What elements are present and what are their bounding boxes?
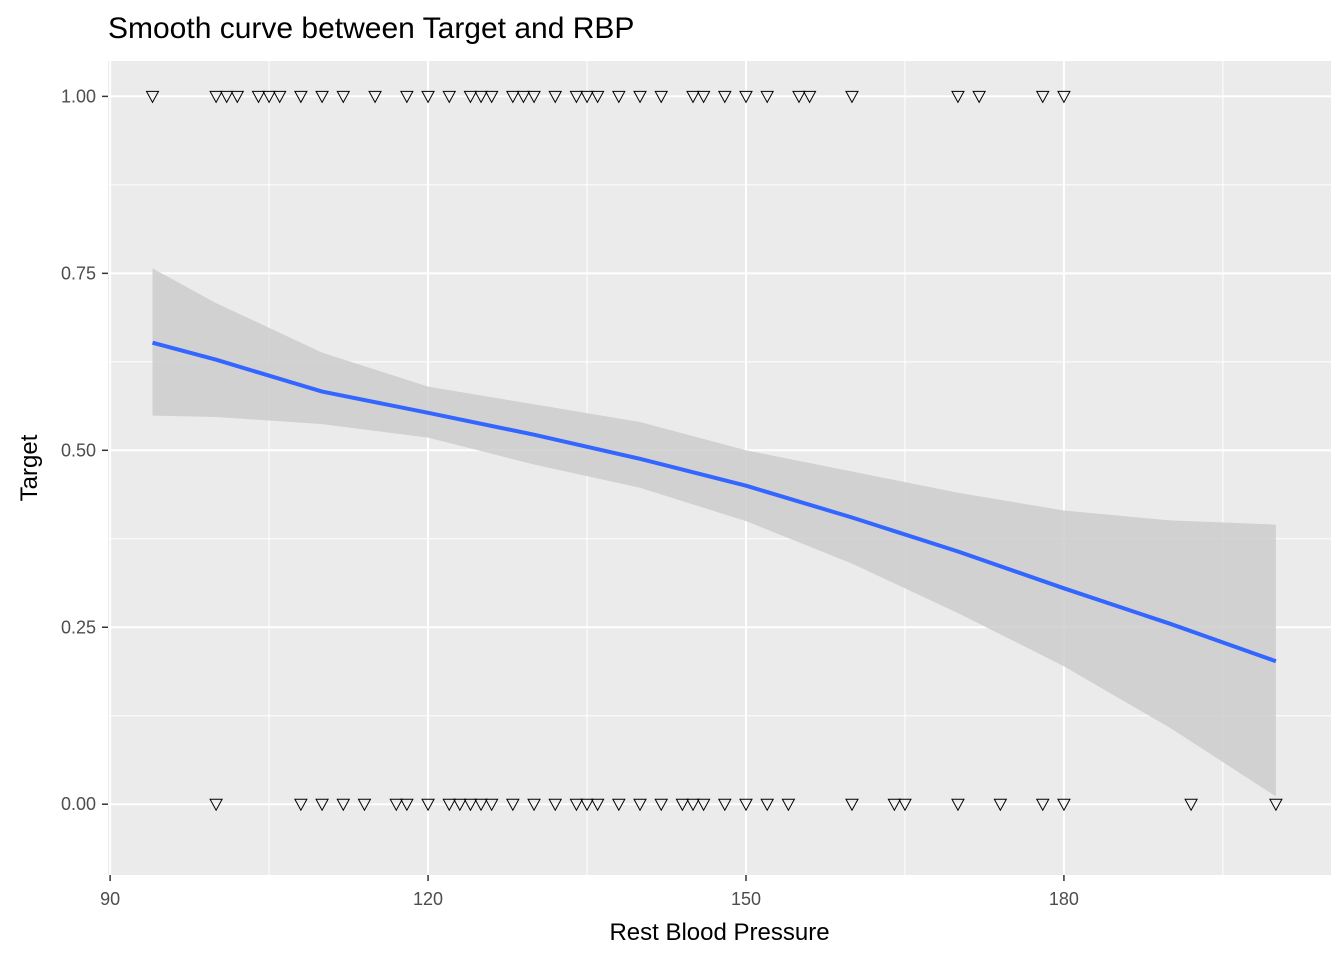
data-point <box>336 90 351 104</box>
data-point <box>760 798 775 812</box>
data-point <box>527 90 541 104</box>
x-tick-label: 90 <box>100 889 120 909</box>
data-point <box>792 90 806 104</box>
data-point <box>951 798 965 812</box>
data-point <box>145 90 160 104</box>
data-point <box>1057 798 1071 812</box>
data-point <box>686 798 700 812</box>
data-point <box>802 90 817 104</box>
data-point <box>580 90 594 104</box>
data-point <box>336 798 351 812</box>
data-point <box>294 90 308 104</box>
data-point <box>272 90 287 104</box>
data-point <box>262 90 276 104</box>
data-point <box>1057 90 1071 104</box>
data-point <box>686 90 700 104</box>
data-point <box>569 798 584 812</box>
x-axis-title: Rest Blood Pressure <box>609 919 829 946</box>
data-point <box>357 798 372 812</box>
data-point <box>294 798 308 812</box>
data-point <box>516 90 531 104</box>
data-point <box>474 90 488 104</box>
data-point <box>219 90 234 104</box>
x-axis: 90 120 150 180 <box>100 875 1079 909</box>
x-tick-label: 150 <box>731 889 761 909</box>
data-point <box>389 798 404 812</box>
data-point <box>527 798 541 812</box>
data-point <box>760 90 775 104</box>
y-axis: 0.00 0.25 0.50 0.75 1.00 <box>61 86 108 814</box>
data-point <box>315 90 329 104</box>
y-tick-label: 0.00 <box>61 794 96 814</box>
data-point <box>1035 90 1050 104</box>
data-point <box>633 90 647 104</box>
data-point <box>972 90 986 104</box>
chart-title: Smooth curve between Target and RBP <box>108 12 635 45</box>
data-point <box>548 90 563 104</box>
data-point <box>580 798 594 812</box>
x-tick-label: 120 <box>413 889 443 909</box>
y-tick-label: 1.00 <box>61 86 96 106</box>
data-point <box>453 798 467 812</box>
y-tick-label: 0.50 <box>61 440 96 460</box>
data-point <box>474 798 488 812</box>
data-point <box>251 90 266 104</box>
data-point <box>484 90 499 104</box>
data-point <box>548 798 563 812</box>
data-point <box>898 798 912 812</box>
data-point <box>368 90 382 104</box>
data-point <box>845 90 859 104</box>
data-point <box>611 90 626 104</box>
confidence-band <box>152 268 1276 797</box>
data-point <box>1184 798 1198 812</box>
data-point <box>442 798 457 812</box>
data-point <box>717 90 732 104</box>
data-point <box>442 90 457 104</box>
data-point <box>209 90 223 104</box>
data-point <box>569 90 584 104</box>
data-point <box>421 798 435 812</box>
data-point <box>611 798 626 812</box>
data-point <box>590 90 605 104</box>
y-axis-title: Target <box>16 434 43 501</box>
data-point <box>654 798 669 812</box>
data-point <box>696 90 711 104</box>
data-point <box>845 798 859 812</box>
data-point <box>463 90 478 104</box>
data-point <box>1269 798 1283 812</box>
y-tick-label: 0.25 <box>61 617 96 637</box>
data-point <box>209 798 223 812</box>
data-point <box>951 90 965 104</box>
data-point <box>230 90 245 104</box>
data-point <box>1035 798 1050 812</box>
data-point <box>781 798 796 812</box>
data-point <box>484 798 499 812</box>
data-point <box>739 798 753 812</box>
data-point <box>739 90 753 104</box>
data-point <box>505 90 520 104</box>
data-point <box>717 798 732 812</box>
data-point <box>993 798 1008 812</box>
data-point <box>421 90 435 104</box>
smooth-line <box>151 340 1277 664</box>
data-point <box>400 90 414 104</box>
x-tick-label: 180 <box>1049 889 1079 909</box>
data-point <box>696 798 711 812</box>
data-point <box>505 798 520 812</box>
data-point <box>654 90 669 104</box>
data-point <box>400 798 414 812</box>
y-tick-label: 0.75 <box>61 263 96 283</box>
data-point <box>887 798 902 812</box>
data-points <box>145 90 1283 812</box>
data-point <box>675 798 690 812</box>
data-point <box>315 798 329 812</box>
data-point <box>633 798 647 812</box>
data-point <box>590 798 605 812</box>
data-point <box>463 798 478 812</box>
